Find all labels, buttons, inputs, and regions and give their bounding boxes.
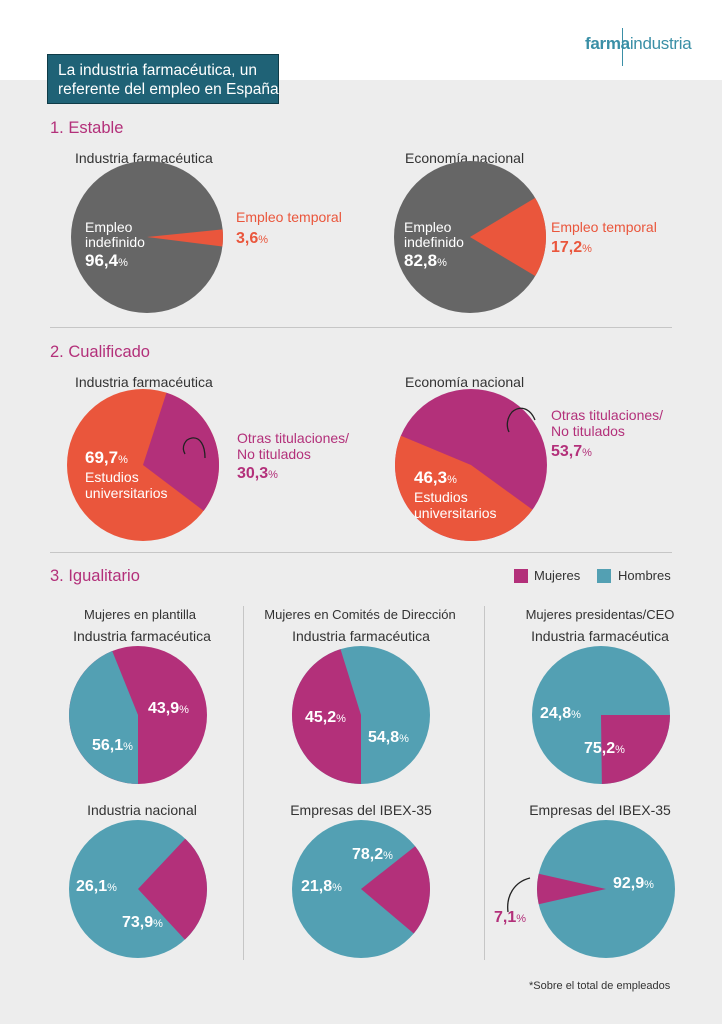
c6-hombres-value: 54,8% xyxy=(368,729,409,746)
chart-2-title: Economía nacional xyxy=(405,150,525,166)
c8-mujeres-value: 26,1% xyxy=(76,878,117,895)
c3-a-label-2: universitarios xyxy=(85,485,167,501)
subtitle-plantilla: Mujeres en plantilla xyxy=(83,607,197,622)
chart-9-title: Empresas del IBEX-35 xyxy=(290,802,432,818)
chart-1-title: Industria farmacéutica xyxy=(75,150,213,166)
pie-4-slice-estudios-universitarios xyxy=(395,435,533,541)
c4-a-label-2: universitarios xyxy=(414,505,496,521)
c1-small-value: 3,6% xyxy=(236,230,268,247)
c10-mujeres-value: 7,1% xyxy=(494,909,526,926)
pie-10-slice-mujeres xyxy=(536,873,606,905)
c9-mujeres-value: 21,8% xyxy=(301,878,342,895)
c7-hombres-value: 75,2% xyxy=(584,740,625,757)
c1-big-label-2: indefinido xyxy=(85,234,145,250)
pie-3-slice-otras-titulaciones-no-titulados xyxy=(143,392,219,511)
c5-mujeres-value: 56,1% xyxy=(92,737,133,754)
footnote: *Sobre el total de empleados xyxy=(529,980,671,992)
section-estable: 1. Estable xyxy=(50,119,124,137)
c1-big-value: 96,4% xyxy=(85,251,128,270)
chart-5-title: Industria farmacéutica xyxy=(73,628,211,644)
c2-small-label: Empleo temporal xyxy=(551,219,657,235)
c3-a-value: 69,7% xyxy=(85,448,128,467)
c1-small-label: Empleo temporal xyxy=(236,209,342,225)
c9-hombres-value: 78,2% xyxy=(352,846,393,863)
c2-small-value: 17,2% xyxy=(551,239,592,256)
legend-hombres: Hombres xyxy=(618,568,671,583)
c3-a-label-1: Estudios xyxy=(85,469,139,485)
title-line-1: La industria farmacéutica, un xyxy=(58,62,258,79)
divider-2 xyxy=(50,552,672,553)
pie-2-slice-empleo-temporal xyxy=(470,197,546,277)
divider-1 xyxy=(50,327,672,328)
legend-mujeres: Mujeres xyxy=(534,568,581,583)
column-divider-2 xyxy=(484,606,485,960)
leader-line-chart-10 xyxy=(507,877,531,913)
farmaindustria-logo: farmaindustria xyxy=(585,34,692,53)
subtitle-comites: Mujeres en Comités de Dirección xyxy=(264,607,456,622)
c7-mujeres-value: 24,8% xyxy=(540,705,581,722)
column-divider-1 xyxy=(243,606,244,960)
c4-a-value: 46,3% xyxy=(414,468,457,487)
c2-big-label-2: indefinido xyxy=(404,234,464,250)
pie-1-slice-empleo-temporal xyxy=(147,229,224,247)
c6-mujeres-value: 45,2% xyxy=(305,709,346,726)
leader-line-chart-3 xyxy=(182,437,206,459)
c3-b-value: 30,3% xyxy=(237,465,278,482)
logo-divider xyxy=(622,28,623,66)
c2-big-value: 82,8% xyxy=(404,251,447,270)
c1-big-label-1: Empleo xyxy=(85,219,133,235)
legend-swatch-mujeres xyxy=(514,569,528,583)
c3-b-label-2: No titulados xyxy=(237,446,311,462)
c4-b-label-1: Otras titulaciones/ xyxy=(551,407,663,423)
pie-6-slice-mujeres xyxy=(291,649,361,785)
pie-7-slice-mujeres xyxy=(601,715,670,784)
chart-10-title: Empresas del IBEX-35 xyxy=(529,802,671,818)
chart-8-title: Industria nacional xyxy=(87,802,197,818)
c10-hombres-value: 92,9% xyxy=(613,875,654,892)
c5-hombres-value: 43,9% xyxy=(148,700,189,717)
chart-6-title: Industria farmacéutica xyxy=(292,628,430,644)
chart-4-title: Economía nacional xyxy=(405,374,525,390)
c8-hombres-value: 73,9% xyxy=(122,914,163,931)
pie-8-slice-mujeres xyxy=(138,838,207,940)
pie-5-slice-hombres xyxy=(69,651,138,784)
section-cualificado: 2. Cualificado xyxy=(50,343,150,361)
chart-3-title: Industria farmacéutica xyxy=(75,374,213,390)
c4-b-label-2: No titulados xyxy=(551,423,625,439)
c3-b-label-1: Otras titulaciones/ xyxy=(237,430,349,446)
subtitle-ceo: Mujeres presidentas/CEO xyxy=(525,607,675,622)
c4-b-value: 53,7% xyxy=(551,443,592,460)
leader-line-chart-4 xyxy=(506,407,536,433)
page-title: La industria farmacéutica, un referente … xyxy=(47,54,279,104)
c2-big-label-1: Empleo xyxy=(404,219,452,235)
chart-7-title: Industria farmacéutica xyxy=(531,628,669,644)
section-igualitario: 3. Igualitario xyxy=(50,567,140,585)
c4-a-label-1: Estudios xyxy=(414,489,468,505)
pie-9-slice-mujeres xyxy=(361,846,431,934)
title-line-2: referente del empleo en España xyxy=(58,81,279,98)
legend-swatch-hombres xyxy=(597,569,611,583)
